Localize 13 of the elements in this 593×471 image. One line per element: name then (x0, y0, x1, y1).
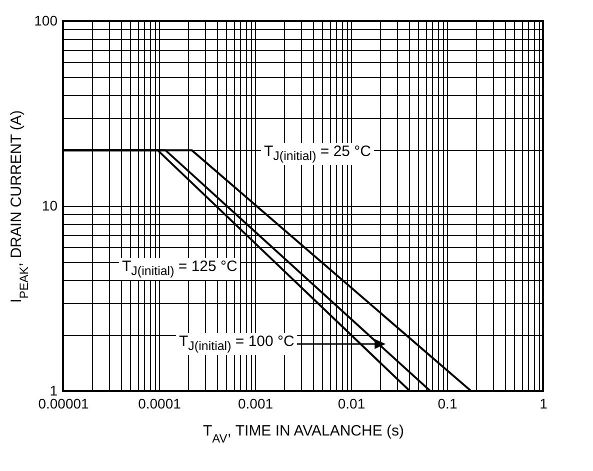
x-tick-label: 1 (540, 396, 548, 412)
annotation: T$_{J(initial)}$ = 125 °C (119, 258, 240, 280)
x-axis-title: T$_{AV}$, TIME IN AVALANCHE (s) (203, 422, 404, 446)
annotation: T$_{J(initial)}$ = 25 °C (261, 143, 374, 165)
x-tick-label: 0.001 (238, 396, 274, 412)
y-tick-label: 1 (50, 382, 58, 398)
x-tick-label: 0.00001 (38, 396, 90, 412)
x-tick-label: 0.01 (338, 396, 366, 412)
y-tick-label: 10 (42, 198, 58, 214)
annotation: T$_{J(initial)}$ = 100 °C (176, 333, 298, 355)
y-tick-label: 100 (34, 12, 58, 28)
x-tick-label: 0.0001 (138, 396, 182, 412)
x-tick-label: 0.1 (438, 396, 458, 412)
